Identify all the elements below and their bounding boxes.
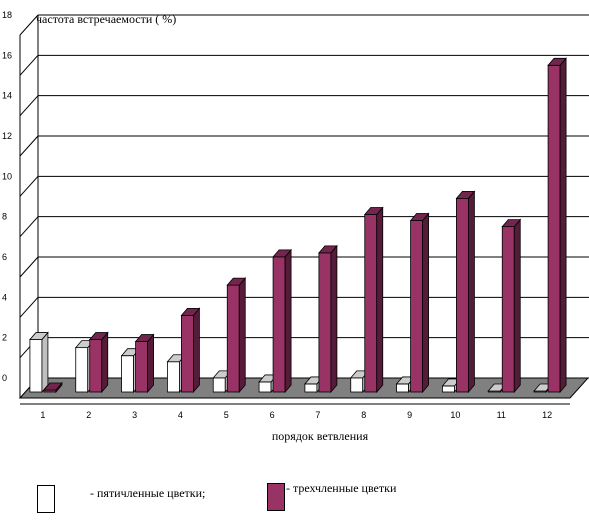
bar-three-3-side [147, 333, 154, 394]
bar-five-7-front [304, 383, 318, 393]
bar-three-7-top [318, 245, 338, 254]
x-tick-label: 3 [132, 410, 137, 420]
bar-three-11 [501, 218, 522, 394]
bar-three-11-front [501, 226, 515, 393]
gridline-wall [19, 135, 39, 157]
gridline-wall [19, 216, 39, 238]
bar-three-5-top [226, 277, 247, 286]
y-tick-label: 14 [2, 91, 12, 101]
bar-five-9-front [396, 383, 409, 393]
y-tick-label: 6 [2, 252, 7, 262]
bar-three-10-side [468, 190, 475, 394]
bar-three-6-top [272, 249, 292, 258]
x-tick-label: 6 [270, 410, 275, 420]
y-axis-label: частота встречаемости ( %) [36, 12, 176, 26]
bar-three-2-top [88, 332, 109, 340]
bar-three-10-top [455, 190, 476, 199]
legend-swatch-three [267, 483, 285, 511]
gridlines [19, 14, 589, 399]
bar-three-10-front [456, 197, 469, 393]
bar-three-4-side [193, 307, 200, 394]
bar-five-1-front [29, 339, 43, 393]
x-tick-label: 12 [542, 410, 552, 420]
bar-five-3-front [121, 355, 134, 393]
gridline-wall [19, 95, 39, 117]
x-axis-label: порядок ветвления [272, 429, 369, 443]
bar-three-2-side [101, 331, 109, 394]
gridline-wall [19, 296, 39, 318]
x-tick-label: 5 [224, 410, 229, 420]
bar-five-1 [29, 331, 49, 394]
gridline-wall [19, 14, 39, 36]
bar-three-2 [88, 331, 109, 394]
bar-three-8 [363, 206, 384, 394]
bar-three-5 [226, 277, 247, 394]
bar-three-7-side [330, 244, 338, 394]
bars [29, 57, 567, 394]
bar-three-4-front [181, 314, 194, 393]
bar-five-5-front [212, 377, 226, 393]
bar-five-2-front [75, 347, 89, 393]
legend-label-five: - пятичленные цветки; [90, 486, 206, 500]
x-tick-label: 9 [407, 410, 412, 420]
bar-three-1 [43, 381, 63, 394]
legend-swatch-five [37, 485, 55, 513]
bar-three-12-front [547, 64, 561, 393]
bar-five-10-front [442, 385, 455, 393]
bar-three-8-front [364, 214, 378, 393]
x-tick-label: 11 [497, 410, 506, 420]
y-tick-label: 2 [2, 333, 7, 343]
bar-three-7-front [318, 252, 332, 393]
y-tick-label: 12 [2, 131, 12, 141]
x-tick-label: 1 [40, 410, 45, 420]
bar-five-1-side [41, 331, 49, 394]
bar-three-9-front [410, 220, 423, 393]
bar-three-1-top [43, 382, 63, 391]
gridline-wall [19, 54, 39, 76]
bar-three-5-front [226, 284, 240, 393]
bar-three-3-top [134, 334, 155, 342]
x-tick-label: 2 [86, 410, 91, 420]
bar-five-8-front [350, 377, 364, 393]
y-tick-label: 16 [2, 50, 12, 60]
x-tick-label: 4 [178, 410, 183, 420]
bar-five-6-front [258, 381, 272, 393]
bar-three-9 [409, 212, 430, 394]
y-tick-label: 18 [2, 10, 12, 20]
gridline-wall [19, 175, 39, 197]
bar-three-12-top [547, 57, 567, 66]
x-tick-label: 8 [361, 410, 366, 420]
bar-three-10 [455, 190, 476, 394]
bar-three-6-side [284, 248, 292, 394]
y-tick-label: 0 [2, 373, 7, 383]
bar-three-5-side [238, 277, 246, 394]
bar-three-12 [547, 57, 567, 394]
y-tick-label: 4 [2, 292, 7, 302]
bar-three-8-side [376, 206, 384, 394]
bar-three-2-front [89, 339, 103, 393]
gridline-wall [19, 256, 39, 278]
legend-label-three: - трехчленные цветки [286, 481, 397, 495]
bar-three-6-front [272, 256, 286, 393]
bar-three-3 [134, 333, 155, 394]
bar-five-1-top [29, 332, 49, 340]
y-tick-label: 10 [2, 171, 12, 181]
bar-three-7 [318, 244, 338, 394]
bar-three-3-front [135, 341, 148, 393]
bar-five-4-front [167, 361, 180, 393]
y-tick-label: 8 [2, 212, 7, 222]
bar-three-12-side [559, 57, 567, 394]
bar-three-11-top [501, 219, 522, 228]
x-tick-label: 7 [315, 410, 320, 420]
x-tick-label: 10 [450, 410, 460, 420]
bar-three-11-side [513, 218, 521, 394]
bar-three-6 [272, 248, 292, 394]
bar-three-9-side [422, 212, 429, 394]
bar-three-4 [180, 307, 201, 394]
bar-three-8-top [363, 207, 384, 215]
bar-three-4-top [180, 307, 201, 316]
bar-three-9-top [409, 213, 430, 221]
